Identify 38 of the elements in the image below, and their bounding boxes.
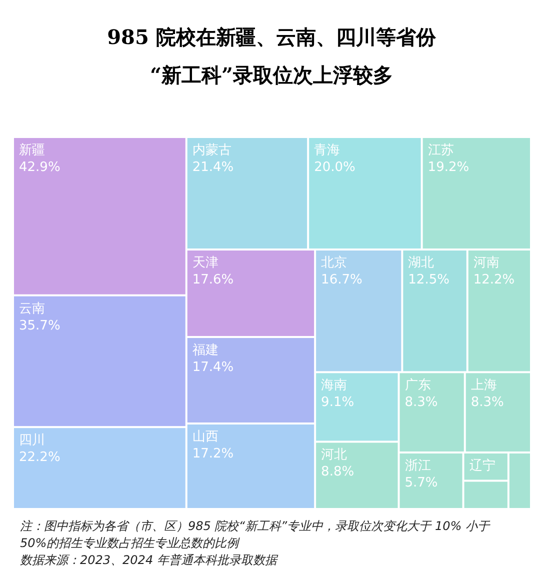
text: 985 院校在新疆、云南、四川等省份 “新工科”录取位次上浮较多 xyxy=(107,25,437,87)
data-label: 20.0% xyxy=(314,160,356,175)
data-label: 35.7% xyxy=(19,318,60,334)
data-label: 12.2% xyxy=(473,272,515,288)
data-label: 8.3% xyxy=(404,395,438,410)
category-label: 天津 xyxy=(192,256,218,270)
data-label: 19.2% xyxy=(428,160,470,175)
category-label: 广东 xyxy=(404,378,431,394)
data-label: 17.6% xyxy=(192,272,234,288)
category-label: 山西 xyxy=(192,429,218,444)
data-label: 21.4% xyxy=(192,160,234,175)
category-label: 内蒙古 xyxy=(192,143,232,158)
data-label: 8.3% xyxy=(470,395,504,410)
data-label: 9.1% xyxy=(321,395,354,410)
data-label: 8.8% xyxy=(321,464,354,480)
data-label: 42.9% xyxy=(19,160,60,175)
category-label: 海南 xyxy=(321,378,348,394)
category-label: 福建 xyxy=(192,342,218,358)
data-label: 16.7% xyxy=(321,272,362,288)
category-label: 江苏 xyxy=(428,143,454,158)
category-label: 云南 xyxy=(19,301,45,316)
category-label: 河北 xyxy=(321,448,348,463)
data-label: 5.7% xyxy=(404,475,438,490)
category-label: 青海 xyxy=(314,143,340,158)
category-label: 河南 xyxy=(473,256,500,270)
category-label: 北京 xyxy=(321,256,348,270)
data-label: 12.5% xyxy=(408,272,450,288)
data-label: 22.2% xyxy=(19,450,60,466)
category-label: 辽宁 xyxy=(469,457,496,474)
source-note: 数据来源：2023、2024 年普通本科批录取数据 xyxy=(20,553,279,567)
category-label: 四川 xyxy=(19,433,45,448)
category-label: 浙江 xyxy=(404,458,431,474)
category-label: 新疆 xyxy=(19,143,45,158)
data-label: 17.4% xyxy=(192,360,234,375)
category-label: 湖北 xyxy=(408,256,434,270)
data-label: 17.2% xyxy=(192,446,234,462)
text: 注：图中指标为各省（市、区）985 院校“新工科”专业中，录取位次变化大于 10% 小于 50%的招生专业数占招生专业总数的比例 xyxy=(20,519,490,550)
category-label: 上海 xyxy=(470,378,497,394)
